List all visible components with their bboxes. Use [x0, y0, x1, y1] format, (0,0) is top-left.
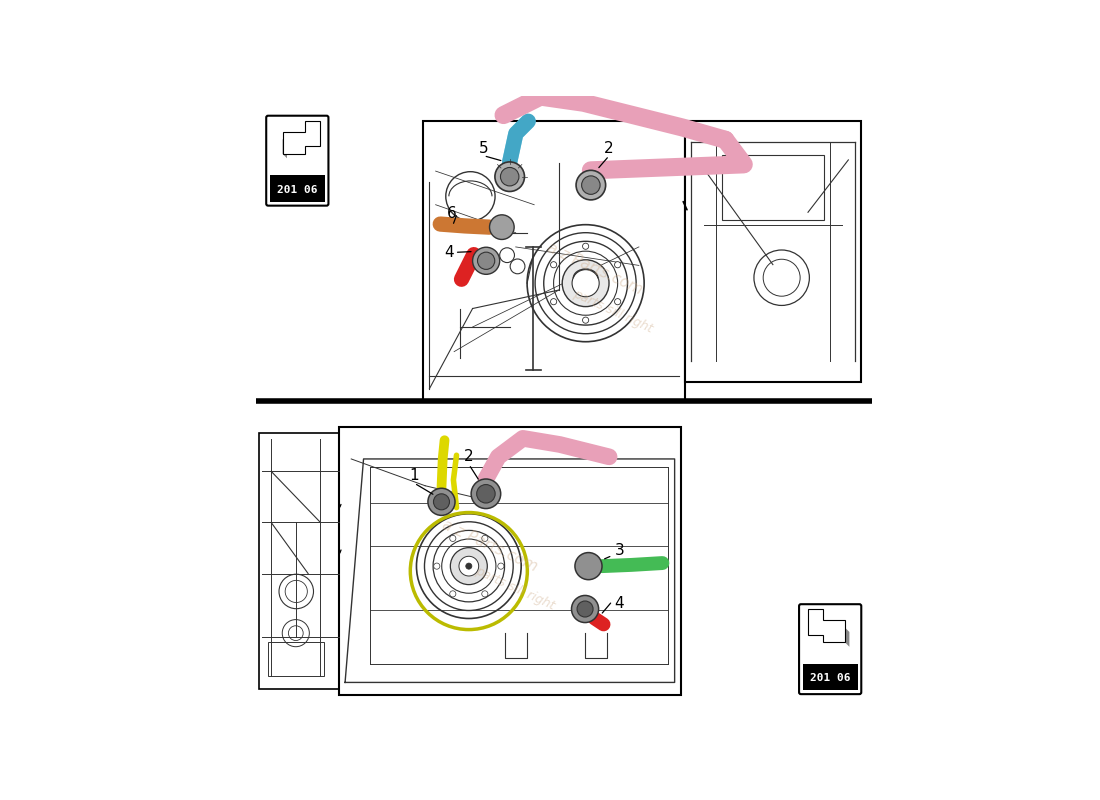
Circle shape [433, 563, 440, 570]
Text: 6: 6 [448, 206, 456, 221]
Circle shape [433, 494, 450, 510]
Bar [685, 121, 860, 382]
Text: parts sill right: parts sill right [571, 287, 654, 336]
FancyBboxPatch shape [799, 604, 861, 694]
Polygon shape [283, 121, 319, 154]
Circle shape [473, 247, 499, 274]
Bar [270, 175, 324, 202]
Circle shape [583, 317, 588, 323]
Text: 4: 4 [444, 245, 454, 260]
Circle shape [572, 270, 600, 297]
Circle shape [428, 488, 455, 515]
Text: 2: 2 [604, 141, 614, 156]
Text: 5: 5 [478, 141, 488, 156]
Text: 201 06: 201 06 [810, 673, 850, 683]
Circle shape [500, 167, 519, 186]
Text: a z Parts.com: a z Parts.com [544, 240, 645, 297]
Circle shape [476, 485, 495, 503]
Bar [803, 664, 858, 690]
Text: 201 06: 201 06 [277, 185, 318, 194]
Circle shape [510, 259, 525, 274]
Bar [268, 642, 323, 676]
Text: parts sill right: parts sill right [473, 565, 557, 613]
Circle shape [459, 556, 478, 576]
Circle shape [578, 601, 593, 617]
Polygon shape [845, 627, 849, 646]
Text: 2: 2 [464, 449, 474, 464]
Bar [339, 426, 681, 694]
Circle shape [582, 176, 601, 194]
Circle shape [450, 548, 487, 585]
Circle shape [572, 595, 598, 622]
Circle shape [550, 298, 557, 305]
Circle shape [583, 243, 588, 250]
Text: 4: 4 [615, 596, 624, 611]
Circle shape [576, 170, 606, 200]
Circle shape [482, 590, 488, 597]
Bar [258, 433, 342, 689]
Circle shape [615, 298, 620, 305]
Circle shape [562, 260, 609, 306]
Circle shape [490, 215, 514, 239]
Circle shape [482, 535, 488, 542]
Text: a z Parts.com: a z Parts.com [440, 517, 540, 574]
Circle shape [465, 563, 472, 570]
Text: 3: 3 [615, 542, 624, 558]
Circle shape [498, 563, 504, 570]
Circle shape [477, 252, 495, 270]
Circle shape [450, 590, 455, 597]
Bar [424, 121, 685, 401]
FancyBboxPatch shape [266, 116, 329, 206]
Circle shape [575, 553, 602, 580]
Circle shape [550, 262, 557, 268]
Circle shape [471, 479, 501, 509]
Circle shape [495, 162, 525, 191]
Bar [722, 154, 824, 220]
Polygon shape [283, 139, 287, 158]
Circle shape [450, 535, 455, 542]
Circle shape [615, 262, 620, 268]
Polygon shape [808, 609, 845, 642]
Circle shape [499, 248, 515, 262]
Text: 1: 1 [409, 467, 419, 482]
